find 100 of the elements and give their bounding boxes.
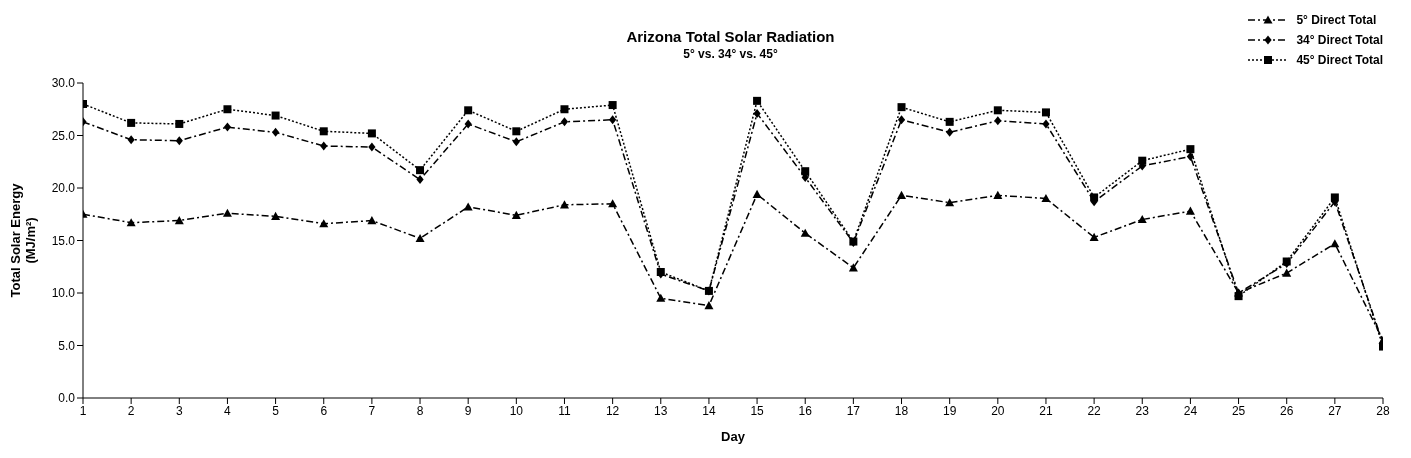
point [1186, 152, 1195, 161]
x-tick-label: 24 [1183, 403, 1198, 418]
point [512, 127, 521, 136]
point [271, 127, 280, 137]
point [367, 129, 376, 138]
point [319, 219, 329, 228]
y-tick-label: 20.0 [51, 181, 76, 196]
point [175, 119, 184, 128]
point [560, 117, 569, 127]
point [1330, 239, 1340, 248]
point [560, 105, 569, 114]
x-tick-label: 10 [509, 403, 524, 418]
point [946, 127, 954, 137]
x-tick-label: 25 [1231, 403, 1246, 418]
point [1041, 108, 1050, 117]
point [127, 118, 136, 127]
point [1138, 156, 1147, 165]
point [464, 119, 472, 129]
y-tick-label: 0.0 [58, 391, 76, 406]
point [1041, 194, 1051, 203]
y-axis-title: Total Solar Energy (MJ/m²) [8, 182, 38, 298]
point [945, 198, 955, 207]
point [319, 127, 328, 136]
y-tick-label: 5.0 [58, 338, 76, 353]
x-tick-label: 5 [272, 403, 280, 418]
point [608, 199, 618, 208]
point [1185, 206, 1195, 215]
point [1234, 292, 1243, 301]
point [608, 101, 617, 110]
point [1330, 193, 1339, 202]
point [1042, 119, 1050, 129]
point [897, 103, 906, 112]
point [175, 136, 183, 146]
x-tick-label: 28 [1376, 403, 1390, 418]
x-tick-label: 19 [942, 403, 957, 418]
x-tick-label: 14 [702, 403, 716, 418]
point [559, 200, 569, 209]
point [801, 167, 810, 176]
x-tick-label: 1 [79, 403, 87, 418]
point [897, 115, 906, 125]
point [1137, 215, 1147, 224]
x-tick-label: 7 [368, 403, 376, 418]
x-tick-label: 16 [798, 403, 813, 418]
point [897, 190, 907, 199]
x-tick-label: 23 [1135, 403, 1150, 418]
point [994, 116, 1002, 126]
x-tick-label: 13 [654, 403, 668, 418]
point [367, 216, 377, 225]
point [752, 189, 762, 198]
x-tick-label: 27 [1328, 403, 1342, 418]
point [126, 218, 136, 227]
x-tick-label: 9 [464, 403, 472, 418]
point [753, 108, 761, 118]
x-tick-label: 26 [1280, 403, 1294, 418]
point [1090, 193, 1099, 202]
x-tick-label: 18 [894, 403, 909, 418]
point [753, 96, 762, 105]
point [1186, 145, 1195, 154]
chart-title: Arizona Total Solar Radiation [626, 28, 835, 45]
point [223, 105, 232, 114]
point [368, 142, 376, 152]
point [800, 228, 810, 237]
x-tick-label: 4 [224, 403, 232, 418]
x-tick-label: 22 [1087, 403, 1102, 418]
point [416, 175, 424, 185]
x-tick-label: 17 [846, 403, 861, 418]
x-tick-label: 3 [175, 403, 183, 418]
y-tick-label: 30.0 [51, 76, 76, 91]
x-tick-label: 2 [127, 403, 135, 418]
x-axis-title: Day [721, 429, 746, 444]
legend-label: 34° Direct Total [1296, 33, 1383, 47]
point [1282, 268, 1292, 277]
point [704, 301, 714, 310]
point [223, 122, 232, 132]
point [463, 202, 473, 211]
point [415, 233, 425, 242]
y-tick-label: 10.0 [51, 286, 76, 301]
legend-label: 45° Direct Total [1296, 53, 1383, 67]
point [222, 208, 232, 217]
point [464, 106, 473, 115]
point [848, 263, 858, 272]
point [945, 117, 954, 126]
chart-subtitle: 5° vs. 34° vs. 45° [683, 47, 778, 61]
y-tick-label: 15.0 [51, 233, 76, 248]
x-tick-label: 15 [750, 403, 765, 418]
y-tick-label: 25.0 [51, 128, 76, 143]
point [512, 137, 520, 147]
x-tick-label: 20 [991, 403, 1005, 418]
point [271, 111, 280, 120]
point [174, 216, 184, 225]
point [271, 211, 281, 220]
point [609, 115, 617, 125]
legend-label: 5° Direct Total [1296, 13, 1377, 27]
point [127, 135, 135, 145]
point [993, 190, 1003, 199]
point [656, 293, 666, 302]
point [416, 166, 425, 175]
point [320, 141, 328, 151]
x-tick-label: 11 [558, 403, 572, 418]
x-tick-label: 21 [1039, 403, 1053, 418]
